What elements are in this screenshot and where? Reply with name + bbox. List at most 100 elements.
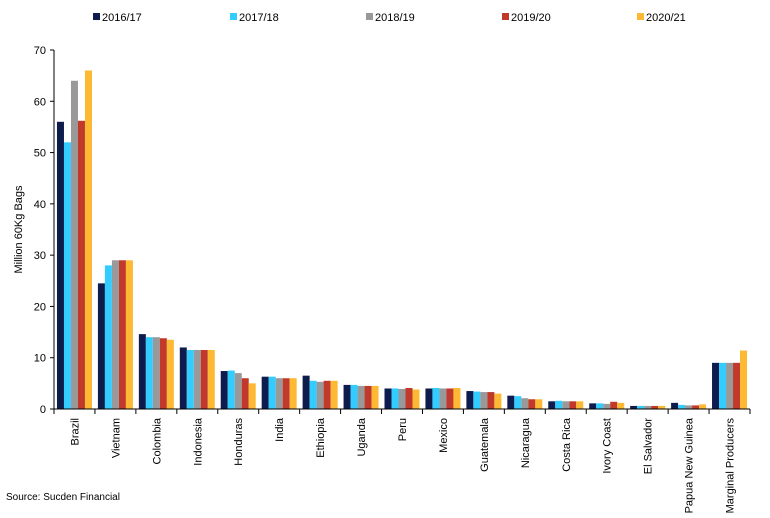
bar	[473, 391, 481, 409]
bar	[384, 388, 392, 409]
bar	[330, 380, 338, 409]
y-tick-label: 20	[34, 301, 46, 313]
bar	[268, 376, 276, 409]
bar	[186, 350, 194, 409]
x-tick-label: Uganda	[356, 417, 368, 456]
x-tick-label: Papua New Guinea	[684, 417, 696, 513]
x-tick-label: Guatemala	[479, 417, 491, 472]
bar	[77, 120, 85, 409]
bar	[466, 391, 474, 409]
legend-swatch	[93, 13, 100, 20]
legend-swatch	[637, 13, 644, 20]
y-tick-label: 40	[34, 199, 46, 211]
x-tick-label: India	[274, 417, 286, 442]
x-tick-label: Vietnam	[110, 418, 122, 458]
bar	[617, 402, 625, 409]
x-tick-label: Indonesia	[192, 417, 204, 466]
y-axis: 0 10 20 30 40 50 60 70	[34, 45, 55, 416]
bar	[200, 350, 208, 409]
legend-swatch	[502, 13, 509, 20]
bar	[248, 383, 256, 409]
bar	[350, 384, 358, 409]
x-tick-label: Colombia	[151, 417, 163, 464]
legend-label: 2018/19	[375, 12, 415, 24]
bar	[678, 404, 686, 409]
legend-label: 2017/18	[239, 12, 279, 24]
bar	[220, 371, 228, 409]
legend: 2016/17 2017/18 2018/19 2019/20 2020/21	[93, 12, 686, 24]
bar	[425, 388, 433, 409]
bar	[405, 387, 413, 409]
bar	[343, 384, 351, 409]
y-axis-title: Million 60Kg Bags	[13, 185, 25, 274]
x-tick-label: Brazil	[69, 418, 81, 446]
bar	[521, 398, 529, 409]
bar	[56, 121, 64, 410]
bar	[514, 396, 522, 409]
bar	[548, 401, 556, 409]
bar	[651, 405, 659, 409]
bar	[207, 350, 215, 409]
bar	[733, 362, 741, 409]
bar	[610, 401, 618, 409]
bar	[261, 376, 269, 409]
bar	[439, 388, 447, 409]
bar	[391, 388, 399, 409]
x-tick-label: Peru	[397, 418, 409, 441]
bar	[507, 395, 515, 409]
bar	[596, 403, 604, 409]
legend-swatch	[230, 13, 237, 20]
y-tick-label: 60	[34, 96, 46, 108]
bar	[712, 362, 720, 409]
bar	[692, 405, 700, 409]
bar	[234, 373, 242, 409]
x-tick-label: Nicaragua	[520, 417, 532, 468]
bar	[576, 401, 584, 409]
bar	[480, 392, 488, 409]
bar	[453, 387, 461, 409]
bar	[562, 401, 570, 409]
bar	[398, 388, 406, 409]
bar	[323, 380, 331, 409]
x-tick-label: Costa Rica	[561, 417, 573, 472]
bar	[726, 362, 734, 409]
bar	[193, 350, 201, 409]
bar	[166, 339, 174, 409]
bar	[357, 385, 365, 409]
bar	[699, 404, 707, 409]
bar	[671, 402, 679, 409]
bar	[282, 378, 290, 409]
bar	[685, 405, 693, 409]
bar	[70, 80, 78, 410]
bar	[309, 380, 317, 409]
source-note: Source: Sucden Financial	[6, 492, 120, 503]
x-tick-label: Ivory Coast	[602, 418, 614, 474]
bar	[364, 385, 372, 409]
bar	[289, 378, 297, 409]
bar	[589, 403, 597, 409]
bar	[603, 403, 611, 409]
y-tick-label: 50	[34, 148, 46, 160]
bar	[227, 370, 235, 409]
bar	[97, 283, 105, 409]
bar	[644, 405, 652, 409]
bar	[179, 347, 187, 409]
bar	[658, 405, 666, 409]
bar	[111, 260, 119, 409]
bar	[241, 378, 249, 409]
bar	[432, 387, 440, 409]
bar	[487, 392, 495, 409]
bar	[125, 260, 133, 409]
x-tick-label: Ethiopia	[315, 417, 327, 458]
y-tick-label: 70	[34, 45, 46, 57]
bar	[630, 405, 638, 409]
bar	[138, 334, 146, 409]
bar	[446, 388, 454, 409]
bar	[719, 362, 727, 409]
bar	[569, 401, 577, 409]
bar	[104, 265, 112, 409]
x-tick-label: Honduras	[233, 418, 245, 466]
bar	[316, 381, 324, 409]
legend-swatch	[366, 13, 373, 20]
